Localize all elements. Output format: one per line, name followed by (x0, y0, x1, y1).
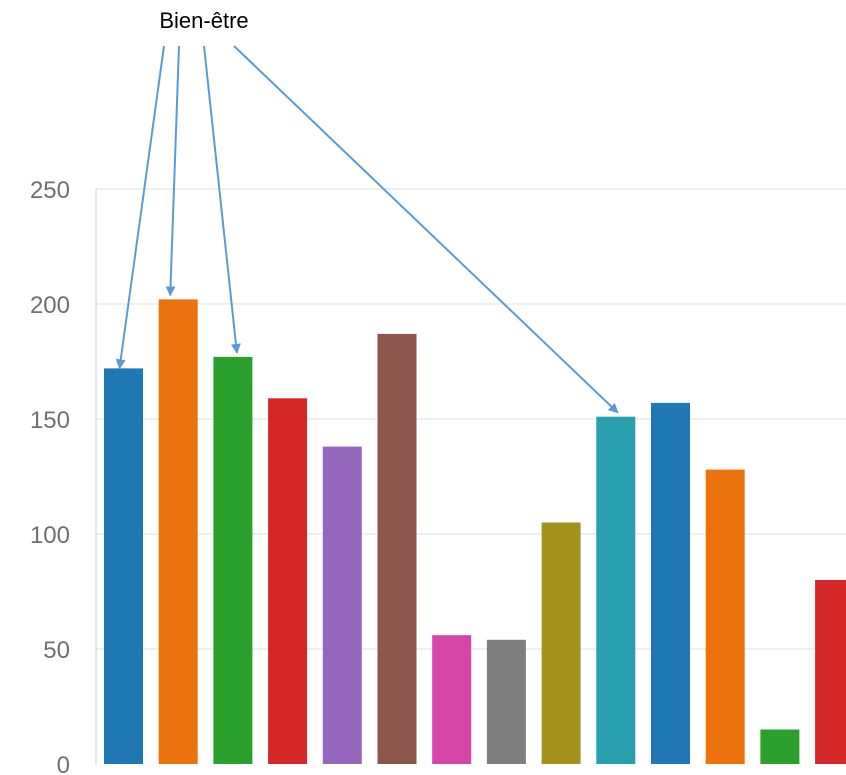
annotation-arrows (115, 45, 619, 414)
bar (158, 299, 198, 764)
annotation-arrow (115, 45, 165, 370)
y-tick-label: 200 (30, 292, 70, 319)
bar (432, 635, 472, 764)
annotation-arrow (233, 45, 619, 414)
bar (213, 356, 253, 764)
bar (486, 639, 526, 764)
y-tick-label: 0 (57, 752, 70, 775)
bar (651, 402, 690, 764)
axes: 0 50 100 150 200 250 (30, 177, 97, 775)
bar (104, 368, 143, 764)
bar (377, 333, 417, 764)
y-tick-label: 100 (30, 522, 70, 549)
annotation-arrow (203, 45, 241, 354)
bar (815, 580, 846, 764)
y-tick-label: 50 (43, 637, 70, 664)
bar (760, 729, 800, 764)
annotation-arrow (165, 45, 180, 297)
bar (322, 446, 362, 764)
y-tick-label: 250 (30, 177, 70, 204)
bar (705, 469, 745, 764)
bar (268, 398, 308, 764)
annotation-label: Bien-être (159, 8, 248, 33)
bar (541, 522, 581, 764)
bar (596, 416, 636, 764)
bars (104, 299, 846, 764)
y-tick-label: 150 (30, 407, 70, 434)
